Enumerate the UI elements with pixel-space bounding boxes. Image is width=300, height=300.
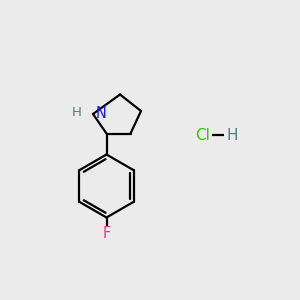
- Text: F: F: [102, 226, 111, 241]
- Text: H: H: [226, 128, 238, 142]
- Text: N: N: [95, 106, 106, 122]
- Text: H: H: [72, 106, 82, 119]
- Text: Cl: Cl: [195, 128, 210, 142]
